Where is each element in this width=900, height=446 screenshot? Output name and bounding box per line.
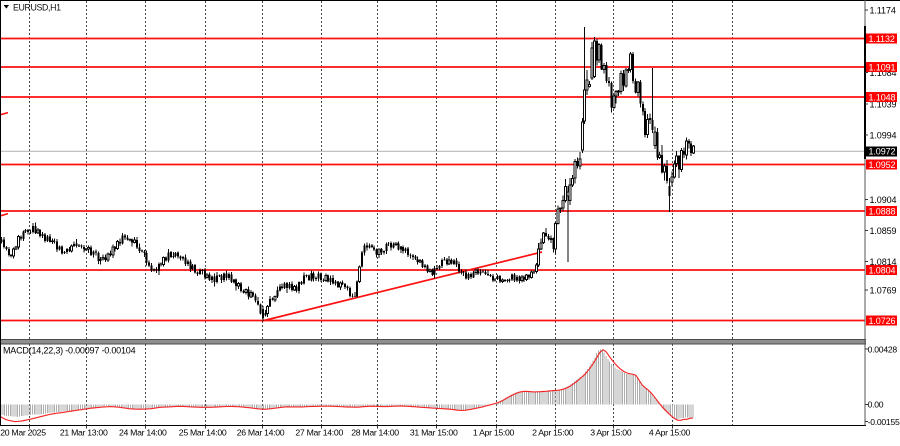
svg-text:1.1048: 1.1048	[869, 92, 896, 102]
svg-text:1.1084: 1.1084	[870, 68, 897, 78]
svg-text:1.1039: 1.1039	[870, 99, 897, 109]
svg-text:1.0769: 1.0769	[870, 285, 897, 295]
svg-text:MACD(14,22,3) -0.00097 -0.0010: MACD(14,22,3) -0.00097 -0.00104	[3, 346, 136, 356]
svg-text:0.00: 0.00	[868, 400, 884, 410]
svg-text:1.0888: 1.0888	[869, 206, 896, 216]
svg-text:0.00428: 0.00428	[868, 344, 898, 354]
svg-text:24 Mar 14:00: 24 Mar 14:00	[119, 428, 167, 438]
svg-text:1.0804: 1.0804	[869, 265, 896, 275]
svg-text:1.0726: 1.0726	[869, 316, 896, 326]
svg-text:1.0994: 1.0994	[870, 130, 897, 140]
svg-text:27 Mar 14:00: 27 Mar 14:00	[295, 428, 343, 438]
svg-text:1.0972: 1.0972	[869, 147, 896, 157]
svg-text:1.1091: 1.1091	[869, 62, 896, 72]
svg-text:1.1174: 1.1174	[870, 5, 896, 15]
svg-text:-0.00155: -0.00155	[868, 417, 900, 427]
svg-text:25 Mar 14:00: 25 Mar 14:00	[179, 428, 227, 438]
svg-text:28 Mar 14:00: 28 Mar 14:00	[351, 428, 399, 438]
svg-text:EURUSD,H1: EURUSD,H1	[13, 2, 61, 12]
svg-text:31 Mar 15:00: 31 Mar 15:00	[410, 428, 458, 438]
svg-text:1 Apr 15:00: 1 Apr 15:00	[473, 428, 515, 438]
svg-text:1.0952: 1.0952	[869, 160, 896, 170]
svg-text:26 Mar 14:00: 26 Mar 14:00	[237, 428, 285, 438]
svg-text:21 Mar 13:00: 21 Mar 13:00	[60, 428, 108, 438]
svg-text:2 Apr 15:00: 2 Apr 15:00	[532, 428, 574, 438]
svg-text:1.0814: 1.0814	[870, 257, 897, 267]
svg-text:20 Mar 2025: 20 Mar 2025	[0, 428, 46, 438]
svg-text:1.0859: 1.0859	[870, 226, 897, 236]
svg-text:1.0904: 1.0904	[870, 195, 897, 205]
svg-text:1.1132: 1.1132	[869, 34, 895, 44]
svg-text:3 Apr 15:00: 3 Apr 15:00	[590, 428, 632, 438]
svg-text:4 Apr 15:00: 4 Apr 15:00	[649, 428, 691, 438]
